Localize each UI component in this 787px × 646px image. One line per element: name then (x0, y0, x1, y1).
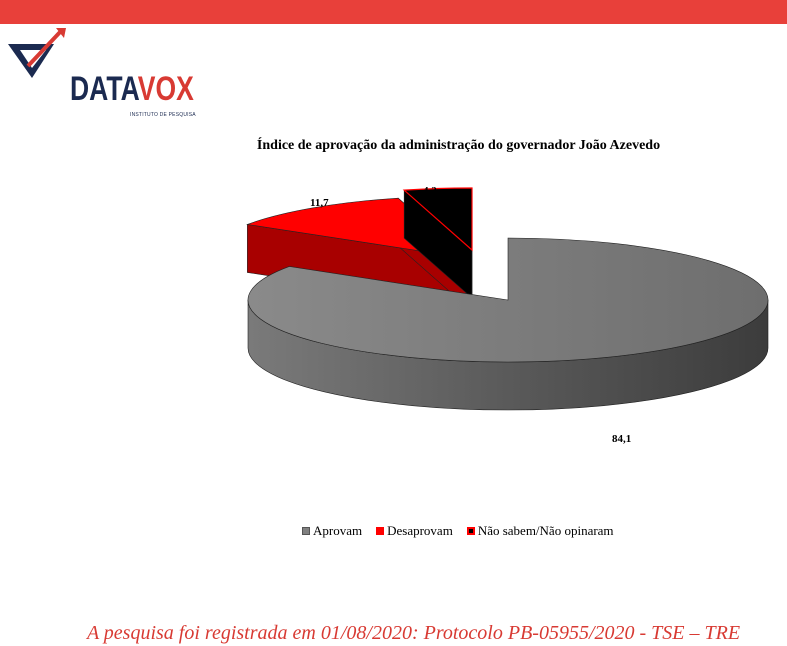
legend-label-nao-sabem: Não sabem/Não opinaram (477, 523, 614, 538)
legend-label-aprovam: Aprovam (313, 523, 363, 538)
legend-label-desaprovam: Desaprovam (387, 523, 453, 538)
pie-slice-top-aprovam (247, 237, 769, 363)
legend-swatch-desaprovam (376, 527, 385, 535)
pie-slice-aprovam (247, 237, 769, 411)
logo-word-data: DATA (70, 70, 138, 108)
legend-item-desaprovam: Desaprovam (376, 523, 453, 539)
legend-item-aprovam: Aprovam (302, 523, 362, 539)
legend-swatch-aprovam (302, 527, 310, 535)
data-label-desaprovam: 11,7 (310, 197, 329, 209)
pie-slice-top-nao-sabem (402, 187, 473, 252)
footer-registration-note: A pesquisa foi registrada em 01/08/2020:… (86, 622, 741, 644)
data-label-nao-sabem: 4,2 (423, 185, 437, 197)
logo-word-vox: VOX (137, 70, 194, 108)
chart-legend: Aprovam Desaprovam Não sabem/Não opinara… (302, 523, 614, 539)
logo-wordmark: DATAVOX (70, 72, 194, 106)
legend-swatch-nao-sabem (466, 527, 475, 535)
pie-slice-nao-sabem (402, 187, 473, 299)
datavox-logo: DATAVOX INSTITUTO DE PESQUISA (6, 28, 196, 118)
legend-item-nao-sabem: Não sabem/Não opinaram (466, 523, 614, 539)
chart-title: Índice de aprovação da administração do … (256, 138, 661, 153)
logo-subtitle: INSTITUTO DE PESQUISA (130, 112, 196, 118)
logo-check-icon (8, 28, 66, 78)
data-label-aprovam: 84,1 (612, 433, 632, 445)
top-red-bar (0, 0, 787, 24)
